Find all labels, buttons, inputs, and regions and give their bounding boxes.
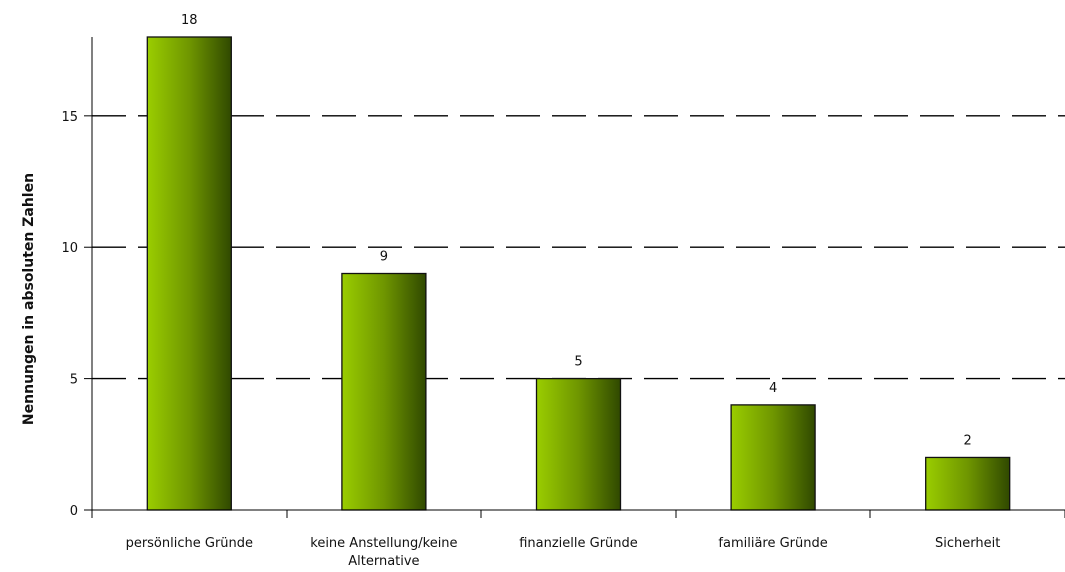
bar-4 [925, 456, 1011, 511]
bar-2 [535, 377, 622, 511]
axis-layer [84, 37, 1065, 518]
data-label-4: 2 [964, 433, 972, 448]
y-tick-label-10: 10 [61, 241, 78, 256]
y-tick-label-0: 0 [70, 504, 78, 519]
label-layer: 0 5 10 15 18 persönliche Gründe 9 keine Anstell… [61, 13, 1000, 569]
bar-0 [146, 36, 232, 511]
bar-1 [341, 272, 427, 511]
y-tick-label-5: 5 [70, 373, 78, 388]
bar-layer [146, 36, 1011, 511]
data-label-1: 9 [380, 250, 388, 265]
bar-3 [730, 404, 816, 511]
grid-layer [92, 115, 1065, 380]
category-label-3-0: familiäre Gründe [718, 536, 827, 551]
y-axis-title: Nennungen in absoluten Zahlen [21, 173, 37, 425]
category-label-1-0: keine Anstellung/keine [310, 536, 457, 551]
category-label-4-0: Sicherheit [935, 536, 1000, 551]
data-label-3: 4 [769, 381, 777, 396]
data-label-2: 5 [574, 355, 582, 370]
data-label-0: 18 [181, 13, 198, 28]
y-tick-label-15: 15 [61, 110, 78, 125]
category-label-2-0: finanzielle Gründe [519, 536, 638, 551]
category-label-1-1: Alternative [348, 554, 419, 569]
category-label-0-0: persönliche Gründe [126, 536, 253, 551]
